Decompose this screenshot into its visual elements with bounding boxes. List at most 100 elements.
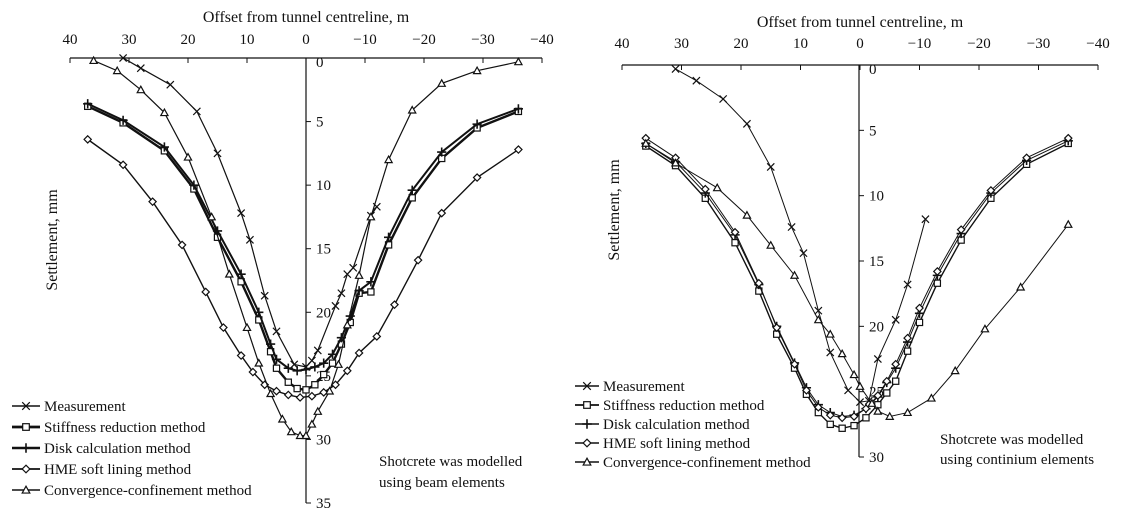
legend-swatch-marker — [583, 401, 591, 409]
data-point-diamond — [956, 225, 966, 235]
data-point-square — [903, 347, 912, 355]
data-point-x — [742, 119, 751, 128]
data-point-triangle — [825, 329, 835, 338]
data-point-diamond — [177, 240, 187, 250]
data-point-diamond — [331, 380, 340, 390]
data-point-triangle — [712, 182, 722, 192]
y-tick-label: 15 — [869, 254, 884, 270]
data-point-plus — [189, 180, 199, 190]
data-point-diamond — [201, 287, 211, 297]
data-point-triangle — [855, 381, 865, 390]
series-measurement — [671, 64, 930, 407]
data-point-x — [844, 386, 853, 395]
data-point-diamond — [148, 197, 158, 207]
y-tick-label: 20 — [316, 305, 331, 321]
data-point-triangle — [980, 324, 990, 333]
data-point-square — [838, 424, 846, 432]
data-point-triangle — [789, 270, 800, 279]
data-point-diamond — [891, 359, 901, 369]
legend-swatch-marker — [582, 419, 592, 429]
series-convergence-confinement-method — [641, 138, 1073, 420]
chart-beam-elements: Offset from tunnel centreline, m Settlem… — [12, 9, 554, 512]
data-point-diamond — [825, 410, 835, 420]
data-point-triangle — [183, 152, 193, 161]
series-hme-soft-lining-method — [83, 134, 523, 402]
data-point-triangle — [159, 107, 170, 117]
y-axis-title: Settlement, mm — [606, 159, 623, 261]
x-axis-title: Offset from tunnel centreline, m — [203, 9, 410, 26]
legend-label: Measurement — [603, 379, 685, 395]
legend-item: Stiffness reduction method — [12, 420, 206, 436]
annotation-line-2: using beam elements — [379, 475, 505, 491]
data-point-triangle — [926, 393, 937, 402]
data-point-plus — [437, 147, 447, 157]
legend-label: Disk calculation method — [44, 441, 191, 457]
data-point-plus — [292, 366, 302, 376]
data-point-square — [850, 421, 858, 430]
data-point-triangle — [112, 65, 122, 75]
data-point-x — [136, 64, 145, 73]
data-point-diamond — [915, 303, 924, 313]
data-point-triangle — [136, 84, 146, 94]
y-tick-label: 10 — [869, 189, 884, 205]
data-point-diamond — [295, 393, 305, 402]
data-point-diamond — [83, 134, 93, 144]
legend-label: Convergence-confinement method — [603, 455, 811, 471]
series-line — [87, 138, 519, 399]
y-tick-label: 0 — [869, 62, 877, 78]
data-point-triangle — [513, 56, 524, 66]
legend-item: Convergence-confinement method — [575, 455, 811, 471]
data-point-triangle — [224, 269, 234, 278]
legend-label: Convergence-confinement method — [44, 483, 252, 499]
data-point-diamond — [932, 267, 942, 276]
data-point-diamond — [861, 404, 871, 414]
data-point-x — [337, 289, 346, 298]
data-point-square — [891, 377, 900, 385]
legend-swatch-marker — [582, 456, 592, 466]
chart-continuum-elements: Offset from tunnel centreline, m Settlem… — [575, 14, 1110, 471]
legend-swatch-marker — [582, 438, 592, 448]
data-point-diamond — [1022, 153, 1032, 163]
annotation-line-1: Shotcrete was modelled — [379, 454, 523, 470]
data-point-triangle — [837, 348, 847, 358]
legend-label: Measurement — [44, 399, 126, 415]
data-point-x — [192, 107, 201, 116]
data-point-triangle — [742, 210, 752, 219]
data-point-x — [692, 76, 701, 85]
data-point-diamond — [319, 387, 329, 397]
data-point-square — [320, 370, 328, 379]
y-tick-label: 5 — [316, 115, 324, 131]
data-point-x — [826, 348, 835, 357]
data-point-diamond — [248, 367, 258, 377]
data-point-x — [799, 249, 808, 258]
x-tick-label: −20 — [967, 36, 990, 52]
data-point-x — [213, 149, 222, 158]
data-point-square — [862, 414, 870, 422]
data-point-triangle — [342, 320, 352, 329]
series-line — [675, 68, 926, 403]
data-point-plus — [266, 339, 276, 349]
y-tick-label: 15 — [316, 242, 331, 258]
y-tick-label: 20 — [869, 319, 884, 335]
legend-label: HME soft lining method — [603, 436, 751, 452]
data-point-diamond — [236, 351, 246, 360]
data-point-square — [933, 279, 942, 287]
data-point-diamond — [413, 255, 423, 265]
x-tick-label: −10 — [908, 36, 931, 52]
legend-swatch-marker — [21, 464, 31, 474]
data-point-square — [915, 318, 924, 327]
data-point-triangle — [1063, 219, 1073, 228]
data-point-triangle — [286, 426, 296, 436]
series-disk-calculation-method — [641, 136, 1073, 422]
series-stiffness-reduction-method — [642, 139, 1072, 432]
data-point-x — [671, 64, 680, 73]
data-point-x — [260, 291, 269, 300]
data-point-diamond — [513, 145, 523, 154]
series-line — [645, 140, 1069, 418]
data-point-diamond — [390, 300, 399, 310]
legend-item: Disk calculation method — [12, 441, 191, 457]
data-point-plus — [159, 142, 169, 152]
data-point-diamond — [472, 173, 482, 182]
data-point-plus — [301, 364, 311, 375]
